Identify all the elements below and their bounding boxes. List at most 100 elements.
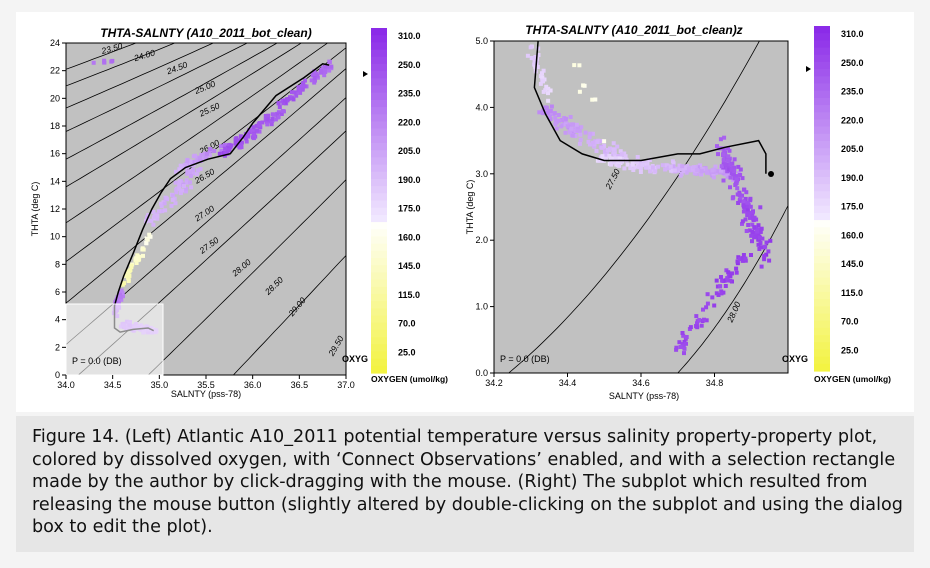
scatter-point	[699, 172, 703, 177]
scatter-point	[726, 154, 731, 159]
scatter-point	[609, 162, 614, 167]
scatter-point	[194, 172, 199, 177]
right-colorbar-marker[interactable]	[806, 66, 811, 72]
scatter-point	[638, 170, 643, 174]
scatter-point	[710, 295, 715, 300]
scatter-point	[155, 213, 160, 218]
colorbar-label: 145.0	[398, 261, 421, 271]
scatter-point	[647, 158, 652, 162]
scatter-point	[728, 278, 733, 283]
scatter-point	[237, 138, 242, 143]
right-colorbar-var: OXYG	[782, 354, 808, 364]
scatter-point	[546, 91, 550, 96]
scatter-point	[748, 204, 753, 209]
scatter-point	[564, 116, 568, 121]
colorbar-swatch	[814, 205, 830, 214]
scatter-point	[744, 190, 749, 195]
scatter-point	[191, 167, 196, 172]
scatter-point	[741, 203, 746, 208]
scatter-point	[602, 149, 607, 154]
colorbar-swatch	[371, 49, 387, 58]
colorbar-swatch	[814, 54, 830, 63]
scatter-point	[726, 146, 730, 151]
scatter-point	[759, 264, 764, 269]
scatter-point	[741, 199, 746, 204]
scatter-point	[602, 143, 606, 148]
colorbar-label: 70.0	[841, 317, 859, 327]
scatter-point	[619, 152, 624, 157]
scatter-point	[254, 123, 259, 128]
scatter-point	[120, 291, 125, 296]
colorbar-swatch	[814, 198, 830, 207]
scatter-point	[611, 141, 616, 146]
scatter-point	[322, 66, 327, 71]
scatter-point	[303, 78, 307, 83]
scatter-point	[681, 333, 686, 338]
scatter-point	[152, 214, 157, 219]
scatter-point	[699, 169, 704, 174]
scatter-point	[327, 59, 332, 64]
scatter-point	[611, 147, 616, 152]
scatter-point	[563, 119, 568, 124]
scatter-point	[147, 232, 152, 237]
colorbar-label: 175.0	[398, 204, 421, 214]
scatter-point	[102, 60, 107, 65]
selection-rectangle[interactable]	[65, 303, 164, 376]
scatter-point	[134, 261, 139, 265]
scatter-point	[632, 165, 637, 170]
colorbar-swatch	[371, 365, 387, 374]
scatter-point	[767, 258, 772, 263]
y-tick-label: 6	[55, 287, 60, 297]
scatter-point	[290, 90, 294, 95]
scatter-point	[591, 140, 596, 145]
scatter-point	[664, 163, 669, 168]
colorbar-swatch	[371, 301, 387, 309]
colorbar-swatch	[371, 128, 387, 137]
colorbar-swatch	[814, 176, 830, 185]
scatter-point	[730, 196, 735, 201]
scatter-point	[725, 174, 730, 179]
scatter-point	[266, 113, 271, 118]
scatter-point	[611, 150, 616, 155]
colorbar-label: 115.0	[841, 288, 863, 298]
scatter-point	[245, 134, 250, 139]
scatter-point	[257, 123, 262, 128]
scatter-point	[197, 158, 202, 163]
scatter-point	[205, 151, 209, 156]
scatter-point	[721, 152, 726, 157]
density-contour	[66, 43, 278, 160]
scatter-point	[721, 157, 726, 162]
scatter-point	[609, 156, 614, 161]
scatter-point	[195, 155, 200, 160]
colorbar-label: 25.0	[398, 347, 416, 357]
scatter-point	[752, 230, 757, 235]
colorbar-swatch	[814, 270, 830, 279]
colorbar-swatch	[814, 234, 830, 243]
scatter-point	[684, 335, 689, 339]
scatter-point	[238, 134, 243, 139]
scatter-point	[540, 78, 545, 83]
scatter-point	[275, 112, 280, 117]
scatter-point	[624, 157, 629, 162]
right-plot-area[interactable]	[493, 40, 789, 374]
colorbar-swatch	[371, 243, 387, 252]
scatter-point	[731, 171, 736, 176]
scatter-point	[122, 281, 127, 286]
left-colorbar-marker[interactable]	[363, 71, 368, 77]
scatter-point	[286, 97, 291, 101]
scatter-point	[269, 122, 274, 127]
scatter-point	[713, 164, 718, 169]
scatter-point	[736, 164, 741, 169]
scatter-point	[281, 101, 286, 106]
scatter-point	[570, 122, 575, 127]
scatter-point	[223, 146, 228, 151]
x-tick-label: 35.5	[197, 380, 215, 390]
scatter-point	[577, 129, 582, 134]
scatter-point	[734, 266, 739, 271]
scatter-point	[529, 56, 534, 60]
colorbar-swatch	[814, 277, 830, 286]
scatter-point	[129, 263, 134, 268]
scatter-point	[699, 323, 704, 328]
scatter-point	[151, 222, 156, 227]
scatter-point	[768, 238, 773, 243]
